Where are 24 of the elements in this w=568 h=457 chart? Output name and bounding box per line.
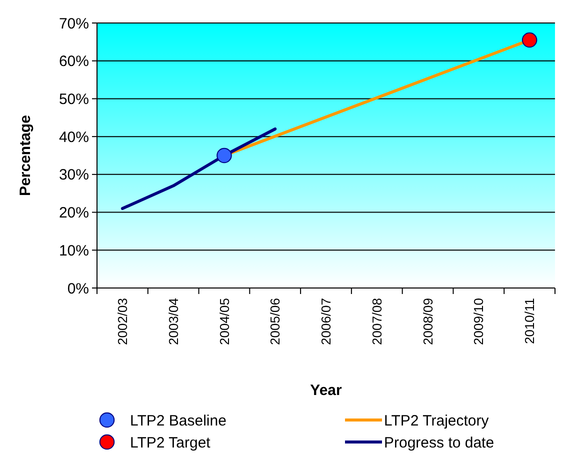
x-tick-label: 2005/06 [268, 298, 283, 345]
x-tick-label: 2004/05 [216, 298, 232, 345]
x-tick-label: 2007/08 [369, 298, 384, 345]
y-tick-label: 20% [58, 204, 89, 222]
x-tick-label: 2002/03 [114, 298, 130, 345]
y-tick-label: 30% [58, 166, 89, 184]
y-tick-label: 40% [58, 128, 89, 146]
x-tick-label: 2010/11 [522, 298, 538, 344]
legend-label: Progress to date [384, 434, 494, 452]
x-tick-label: 2008/09 [420, 298, 436, 345]
y-tick-label: 0% [67, 280, 89, 298]
legend-label: LTP2 Trajectory [384, 412, 490, 430]
x-tick-label: 2003/04 [166, 298, 181, 345]
x-tick-label: 2009/10 [471, 298, 486, 345]
line-series [120, 128, 277, 210]
y-tick-label: 10% [58, 242, 89, 260]
x-tick-label: 2006/07 [318, 298, 334, 345]
y-axis-title: Percentage [17, 115, 34, 196]
y-tick-label: 60% [58, 53, 89, 70]
y-tick-label: 70% [58, 15, 89, 32]
legend-label: LTP2 Target [130, 434, 212, 452]
y-tick-label: 50% [58, 90, 89, 108]
legend-label: LTP2 Baseline [130, 412, 226, 430]
x-axis-title: Year [310, 382, 342, 399]
